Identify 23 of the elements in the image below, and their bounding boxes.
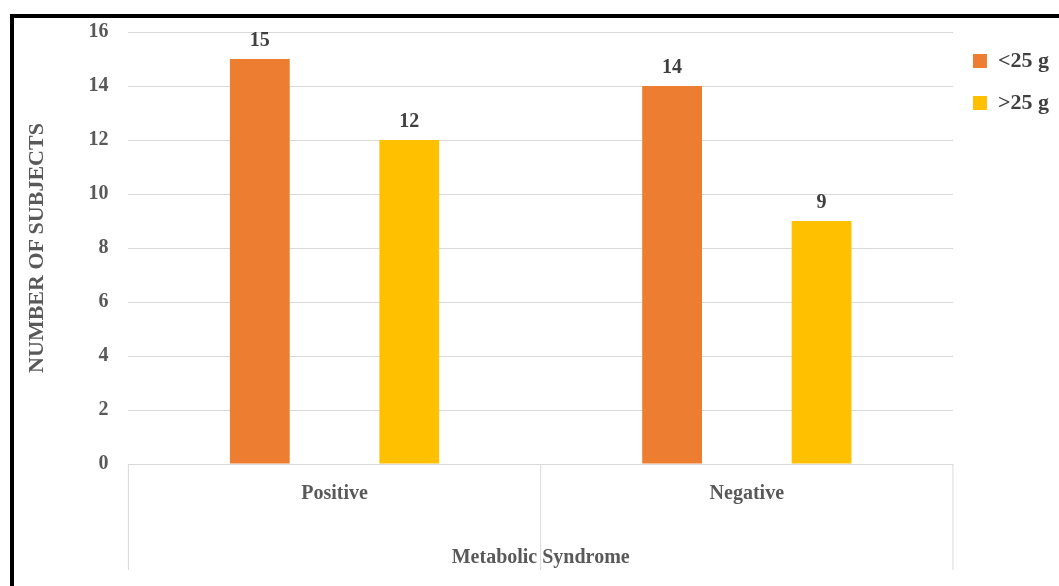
bar bbox=[379, 140, 440, 464]
y-tick-label: 0 bbox=[98, 451, 109, 474]
data-label: 14 bbox=[662, 55, 683, 78]
y-tick-label: 8 bbox=[98, 235, 109, 258]
x-tick-label: Negative bbox=[709, 481, 785, 505]
legend-label: <25 g bbox=[997, 46, 1050, 72]
bar bbox=[642, 86, 702, 464]
data-label: 9 bbox=[816, 190, 827, 213]
y-tick-label: 16 bbox=[88, 19, 109, 42]
legend-label: >25 g bbox=[997, 88, 1050, 114]
bar bbox=[791, 221, 852, 464]
y-tick-label: 2 bbox=[98, 397, 109, 420]
bar bbox=[229, 59, 290, 464]
y-tick-label: 14 bbox=[88, 73, 109, 96]
y-tick-label: 4 bbox=[98, 343, 109, 366]
x-axis-title: Metabolic Syndrome bbox=[451, 545, 630, 569]
y-axis-title: NUMBER OF SUBJECTS bbox=[22, 123, 48, 373]
x-tick-label: Positive bbox=[301, 481, 368, 504]
data-label: 15 bbox=[249, 28, 270, 51]
y-tick-label: 10 bbox=[88, 181, 109, 204]
y-tick-label: 6 bbox=[98, 289, 109, 312]
data-label: 12 bbox=[399, 109, 420, 132]
y-tick-label: 12 bbox=[88, 127, 109, 150]
